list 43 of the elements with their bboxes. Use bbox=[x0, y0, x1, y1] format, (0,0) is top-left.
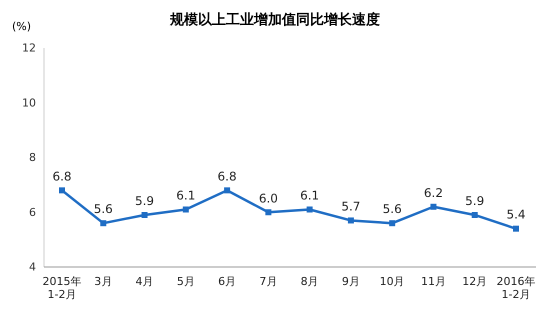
x-tick-label: 10月 bbox=[380, 275, 405, 288]
data-label: 6.1 bbox=[300, 188, 320, 203]
y-tick-label: 8 bbox=[29, 151, 36, 164]
x-tick-label: 7月 bbox=[259, 275, 278, 288]
data-label: 5.9 bbox=[465, 194, 484, 208]
data-label: 5.6 bbox=[94, 202, 113, 216]
point bbox=[265, 209, 272, 216]
data-label: 6.8 bbox=[52, 169, 72, 184]
x-tick-label: 3月 bbox=[94, 275, 112, 288]
x-tick-label: 2016年 1-2月 bbox=[496, 275, 536, 301]
point bbox=[100, 220, 106, 226]
y-axis-title: (%) bbox=[12, 20, 32, 33]
y-tick-label: 6 bbox=[29, 206, 36, 219]
point bbox=[513, 226, 519, 232]
data-label: 5.7 bbox=[341, 199, 360, 214]
x-tick-label: 12月 bbox=[462, 275, 488, 288]
chart-title: 规模以上工业增加值同比增长速度 bbox=[169, 11, 380, 28]
point bbox=[59, 187, 65, 194]
x-tick-label: 6月 bbox=[218, 275, 236, 288]
point bbox=[182, 206, 189, 213]
y-tick-label: 4 bbox=[29, 260, 36, 274]
y-tick-label: 12 bbox=[22, 42, 36, 55]
point bbox=[389, 220, 396, 226]
point bbox=[348, 217, 354, 224]
x-tick-label: 9月 bbox=[342, 275, 360, 288]
point bbox=[472, 212, 478, 218]
data-label: 6.8 bbox=[218, 169, 237, 184]
data-label: 5.4 bbox=[506, 208, 526, 222]
y-tick-label: 10 bbox=[22, 96, 36, 110]
point bbox=[430, 204, 436, 210]
x-tick-label: 4月 bbox=[136, 275, 154, 288]
x-tick-label: 2015年 1-2月 bbox=[42, 275, 82, 301]
point bbox=[306, 206, 313, 213]
data-label: 5.6 bbox=[382, 202, 402, 216]
data-label: 5.9 bbox=[135, 194, 154, 208]
data-label: 6.1 bbox=[176, 188, 196, 203]
data-label: 6.2 bbox=[424, 186, 443, 200]
x-tick-label: 11月 bbox=[420, 275, 446, 288]
x-tick-label: 8月 bbox=[300, 275, 319, 288]
point bbox=[224, 187, 230, 194]
point bbox=[142, 212, 148, 218]
x-tick-label: 5月 bbox=[176, 275, 195, 288]
data-label: 6.0 bbox=[258, 191, 278, 206]
